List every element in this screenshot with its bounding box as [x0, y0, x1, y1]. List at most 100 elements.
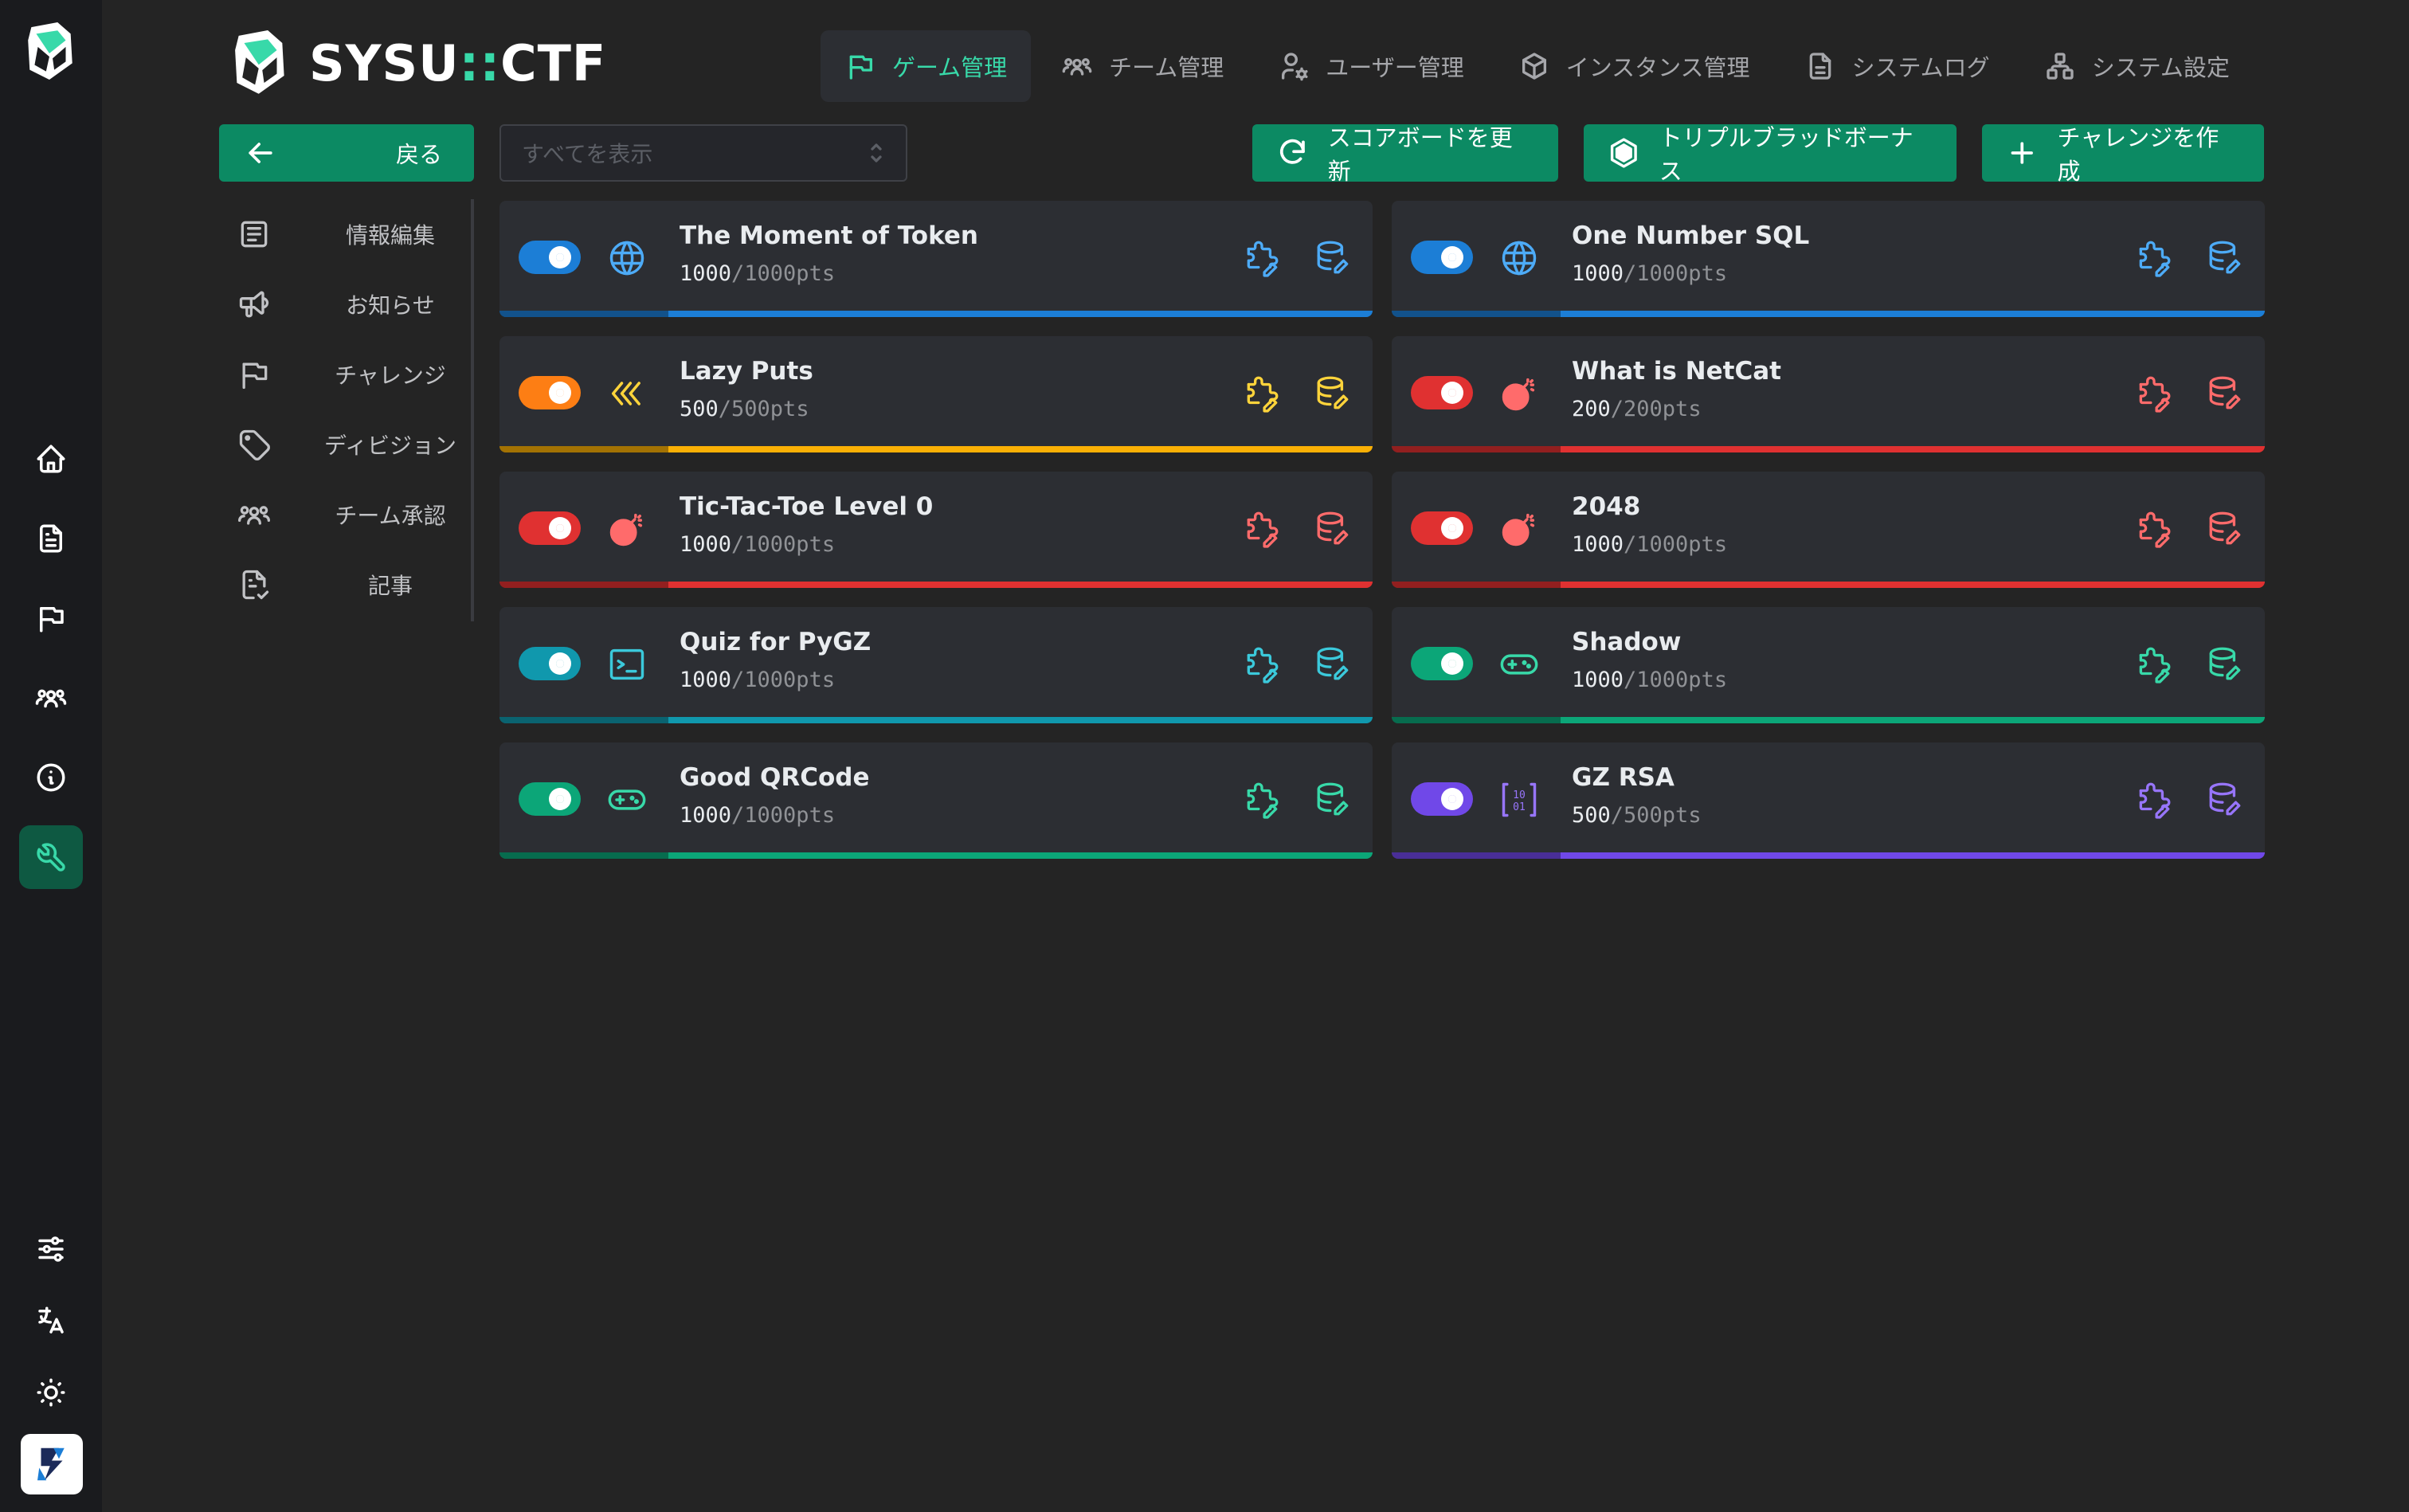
category-bar-shade — [499, 446, 668, 452]
database-edit-icon[interactable] — [1314, 644, 1353, 684]
nav-game-admin[interactable]: ゲーム管理 — [821, 30, 1032, 102]
rail-teams-button[interactable] — [19, 666, 83, 730]
side-item-notices[interactable]: お知らせ — [219, 269, 474, 339]
side-item-challenges[interactable]: チャレンジ — [219, 339, 474, 409]
challenge-enable-toggle[interactable] — [519, 782, 581, 816]
challenge-card[interactable]: Quiz for PyGZ 1000/1000pts — [499, 607, 1373, 723]
side-item-writeups[interactable]: 記事 — [219, 550, 474, 620]
side-item-info[interactable]: 情報編集 — [219, 199, 474, 269]
challenge-score: 500 — [680, 397, 719, 421]
category-color-bar — [1392, 717, 2265, 723]
challenge-card[interactable]: Lazy Puts 500/500pts — [499, 336, 1373, 452]
challenge-card[interactable]: What is NetCat 200/200pts — [1392, 336, 2265, 452]
create-challenge-button[interactable]: チャレンジを作成 — [1982, 124, 2264, 185]
database-edit-icon[interactable] — [1314, 237, 1353, 277]
puzzle-edit-icon[interactable] — [1242, 373, 1282, 413]
nav-system-settings[interactable]: システム設定 — [2020, 30, 2254, 102]
puzzle-edit-icon[interactable] — [1242, 237, 1282, 277]
challenge-enable-toggle[interactable] — [1411, 782, 1473, 816]
challenge-enable-toggle[interactable] — [1411, 376, 1473, 409]
nav-instance-admin[interactable]: インスタンス管理 — [1494, 30, 1774, 102]
challenge-title: Good QRCode — [680, 763, 870, 792]
challenge-enable-toggle[interactable] — [519, 647, 581, 680]
back-button[interactable]: 戻る — [219, 124, 474, 182]
plus-icon — [2011, 142, 2033, 164]
challenge-card[interactable]: Tic-Tac-Toe Level 0 1000/1000pts — [499, 472, 1373, 588]
category-bar-shade — [1392, 582, 1561, 588]
challenge-score: 1000 — [1572, 668, 1624, 692]
challenge-title: 2048 — [1572, 492, 1641, 521]
rail-settings-button[interactable] — [19, 1217, 83, 1281]
triple-blood-bonus-button[interactable]: トリプルブラッドボーナス — [1584, 124, 1957, 185]
category-bar-shade — [499, 852, 668, 859]
puzzle-edit-icon[interactable] — [1242, 644, 1282, 684]
challenge-card[interactable]: One Number SQL 1000/1000pts — [1392, 201, 2265, 317]
database-edit-icon[interactable] — [2206, 373, 2246, 413]
user-cog-icon — [1282, 53, 1308, 81]
puzzle-edit-icon[interactable] — [2134, 508, 2174, 548]
category-color-bar — [499, 717, 1373, 723]
challenge-title: What is NetCat — [1572, 357, 1781, 386]
database-edit-icon[interactable] — [2206, 508, 2246, 548]
database-edit-icon[interactable] — [1314, 508, 1353, 548]
database-edit-icon[interactable] — [2206, 644, 2246, 684]
puzzle-edit-icon[interactable] — [2134, 644, 2174, 684]
side-item-divisions[interactable]: ディビジョン — [219, 409, 474, 480]
gamepad-icon — [1500, 654, 1538, 675]
filter-placeholder: すべてを表示 — [522, 141, 653, 167]
database-edit-icon[interactable] — [1314, 373, 1353, 413]
challenge-title: GZ RSA — [1572, 763, 1675, 792]
nav-label: チーム管理 — [1109, 54, 1224, 81]
article-check-icon — [242, 570, 269, 600]
puzzle-edit-icon[interactable] — [1242, 508, 1282, 548]
rail-about-button[interactable] — [19, 746, 83, 809]
bomb-icon — [1502, 378, 1535, 411]
challenge-enable-toggle[interactable] — [519, 241, 581, 274]
rail-home-button[interactable] — [19, 427, 83, 491]
challenge-enable-toggle[interactable] — [1411, 511, 1473, 545]
puzzle-edit-icon[interactable] — [2134, 779, 2174, 819]
refresh-scoreboard-button[interactable]: スコアボードを更新 — [1252, 124, 1558, 185]
database-edit-icon[interactable] — [1314, 779, 1353, 819]
nav-system-log[interactable]: システムログ — [1780, 30, 2014, 102]
challenge-points: 1000/1000pts — [680, 261, 835, 286]
challenge-card[interactable]: Good QRCode 1000/1000pts — [499, 742, 1373, 859]
challenge-enable-toggle[interactable] — [1411, 647, 1473, 680]
toggle-knob — [549, 652, 571, 675]
rail-admin-button[interactable] — [19, 825, 83, 889]
category-filter-select[interactable]: すべてを表示 — [499, 124, 907, 182]
category-color-bar — [1392, 852, 2265, 859]
brand[interactable]: SYSU::CTF — [231, 30, 606, 96]
toggle-knob — [1441, 382, 1463, 404]
challenge-enable-toggle[interactable] — [519, 376, 581, 409]
speakerphone-icon — [239, 291, 269, 318]
rail-language-button[interactable] — [19, 1289, 83, 1353]
puzzle-edit-icon[interactable] — [1242, 779, 1282, 819]
app-logo-icon[interactable] — [24, 22, 78, 81]
challenge-grid: The Moment of Token 1000/1000pts One Num… — [499, 201, 2265, 859]
challenge-enable-toggle[interactable] — [519, 511, 581, 545]
users-icon — [1062, 58, 1092, 76]
rail-posts-button[interactable] — [19, 507, 83, 570]
rail-games-button[interactable] — [19, 586, 83, 650]
side-item-team-review[interactable]: チーム承認 — [219, 480, 474, 550]
top-nav: ゲーム管理 チーム管理 ユーザー管理 インスタンス管理 システムログ システム設… — [821, 30, 2260, 102]
nav-user-admin[interactable]: ユーザー管理 — [1254, 30, 1487, 102]
challenge-card[interactable]: 10 01 GZ RSA 500/500pts — [1392, 742, 2265, 859]
puzzle-edit-icon[interactable] — [2134, 237, 2174, 277]
info-circle-icon — [37, 763, 65, 792]
challenge-card[interactable]: Shadow 1000/1000pts — [1392, 607, 2265, 723]
toggle-knob-dot — [1448, 660, 1456, 668]
database-edit-icon[interactable] — [2206, 237, 2246, 277]
rail-theme-button[interactable] — [19, 1361, 83, 1424]
database-edit-icon[interactable] — [2206, 779, 2246, 819]
user-avatar[interactable] — [21, 1434, 83, 1494]
refresh-scoreboard-label: スコアボードを更新 — [1327, 124, 1513, 185]
challenge-card[interactable]: The Moment of Token 1000/1000pts — [499, 201, 1373, 317]
challenge-enable-toggle[interactable] — [1411, 241, 1473, 274]
puzzle-edit-icon[interactable] — [2134, 373, 2174, 413]
toggle-knob — [549, 246, 571, 268]
nav-team-admin[interactable]: チーム管理 — [1037, 30, 1248, 102]
challenge-card[interactable]: 2048 1000/1000pts — [1392, 472, 2265, 588]
challenge-max-score: /200pts — [1610, 397, 1702, 421]
